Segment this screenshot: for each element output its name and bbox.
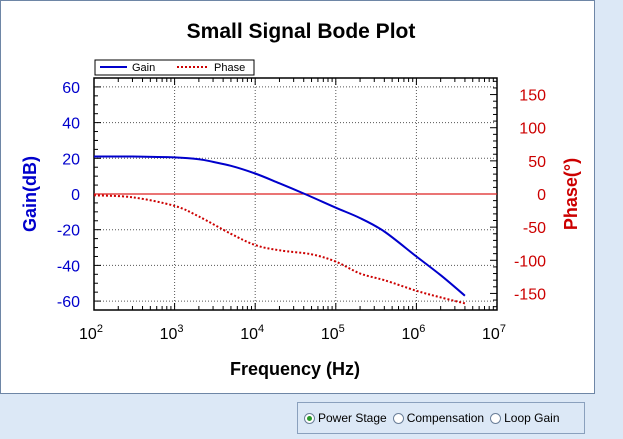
- y-tick-labels: 60 40 20 0 -20 -40 -60: [57, 80, 80, 311]
- radio-power-stage-label: Power Stage: [318, 411, 387, 425]
- x-tick-label: 107: [482, 323, 506, 343]
- view-mode-radio-group: Power Stage Compensation Loop Gain: [297, 402, 585, 434]
- y-tick-label: 0: [71, 187, 80, 204]
- x-tick-label: 106: [401, 323, 425, 343]
- gain-series-line: [93, 155, 466, 297]
- y-tick-label: 60: [62, 80, 80, 97]
- radio-loop-gain-label: Loop Gain: [504, 411, 560, 425]
- y-tick-label: 40: [62, 116, 80, 133]
- y2-tick-label: -50: [523, 220, 546, 237]
- radio-loop-gain-indicator[interactable]: [490, 412, 502, 424]
- chart-panel: Small Signal Bode Plot Gain Phase 60 40 20…: [0, 0, 595, 394]
- y2-tick-labels: 150 100 50 0 -50 -100 -150: [514, 88, 546, 304]
- x-tick-label: 102: [79, 323, 103, 343]
- y-tick-label: -60: [57, 294, 80, 311]
- y2-tick-label: 150: [519, 88, 546, 105]
- x-tick-label: 103: [160, 323, 184, 343]
- phase-series-line: [93, 194, 466, 305]
- radio-compensation-indicator[interactable]: [392, 412, 404, 424]
- legend: Gain Phase: [94, 59, 255, 76]
- x-tick-label: 104: [240, 323, 264, 343]
- y-tick-label: -40: [57, 258, 80, 275]
- grid: [94, 78, 497, 310]
- x-tick-label: 105: [321, 323, 345, 343]
- y2-tick-label: 50: [528, 154, 546, 171]
- bode-chart: Small Signal Bode Plot Gain Phase 60 40 20…: [20, 20, 581, 379]
- x-axis-label: Frequency (Hz): [230, 359, 360, 379]
- y-tick-label: 20: [62, 151, 80, 168]
- x-tick-labels: 102 103 104 105 106 107: [79, 323, 506, 343]
- radio-power-stage[interactable]: Power Stage: [304, 411, 387, 425]
- legend-phase-label: Phase: [214, 62, 245, 74]
- radio-compensation[interactable]: Compensation: [392, 411, 485, 425]
- chart-title: Small Signal Bode Plot: [187, 20, 416, 43]
- y2-tick-label: -100: [514, 253, 546, 270]
- y2-tick-label: -150: [514, 286, 546, 303]
- y-tick-label: -20: [57, 223, 80, 240]
- radio-compensation-label: Compensation: [406, 411, 485, 425]
- radio-power-stage-indicator[interactable]: [304, 412, 315, 424]
- y2-tick-label: 100: [519, 121, 546, 138]
- legend-gain-label: Gain: [132, 62, 155, 74]
- y2-axis-label: Phase(°): [561, 158, 581, 230]
- radio-loop-gain[interactable]: Loop Gain: [490, 411, 560, 425]
- y2-tick-label: 0: [537, 187, 546, 204]
- y-axis-label: Gain(dB): [20, 156, 40, 232]
